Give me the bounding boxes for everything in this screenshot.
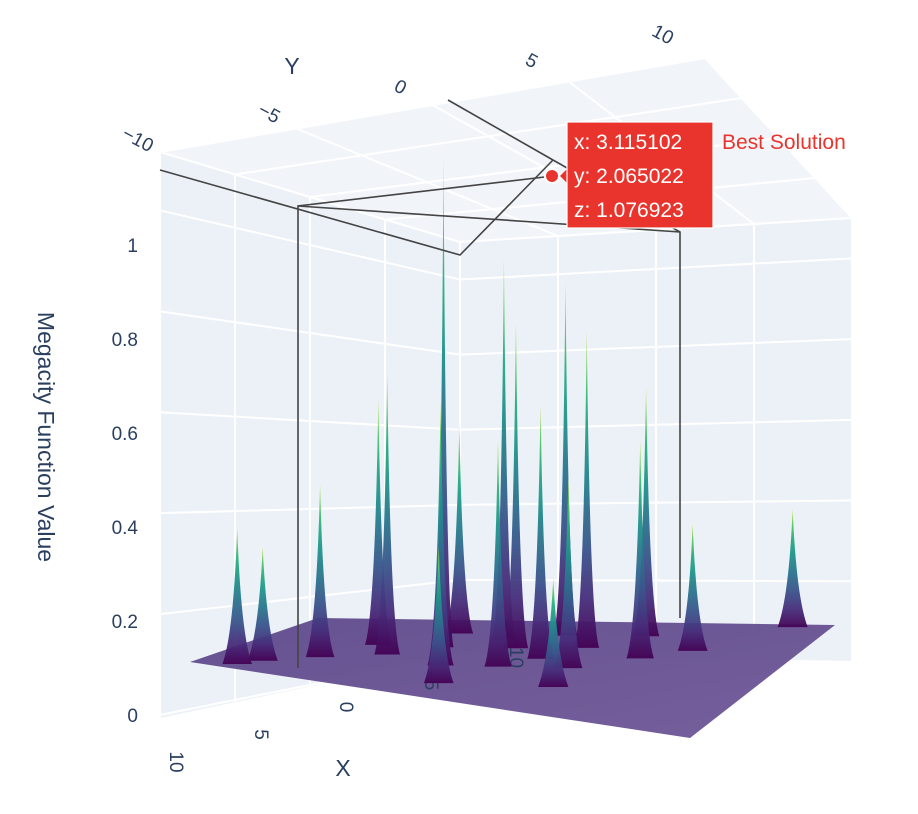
- surface-peak: [777, 508, 808, 628]
- z-tick-label: 0.2: [112, 612, 138, 633]
- surface-peak: [538, 577, 569, 687]
- surface-peak: [305, 484, 335, 658]
- surface-peak: [433, 156, 454, 648]
- surface-peak: [527, 404, 554, 659]
- surface-peak: [374, 372, 401, 655]
- z-tick-label: 0.4: [112, 518, 139, 539]
- surface-peak: [445, 424, 474, 634]
- surface-peaks: [222, 156, 808, 687]
- x-tick-label: 10: [165, 751, 186, 772]
- surface-peak: [222, 527, 252, 665]
- top-gridline-b: [704, 57, 853, 219]
- y-tick-label: 10: [648, 21, 677, 49]
- spike-back-top: [447, 99, 554, 161]
- y-tick-label: 5: [522, 50, 541, 74]
- surface-peak: [492, 257, 516, 640]
- y-tick-label: 0: [390, 76, 409, 100]
- hover-y-value: y: 2.065022: [574, 165, 684, 188]
- surface-peak: [427, 401, 454, 666]
- best-solution-hover: x: 3.115102 y: 2.065022 z: 1.076923 Best…: [560, 121, 846, 229]
- surface-peak: [626, 440, 654, 659]
- x-axis-title: X: [335, 755, 350, 781]
- y-axis-title: Y: [284, 53, 299, 79]
- surface-peak: [554, 477, 583, 669]
- hover-pointer: [560, 168, 568, 184]
- x-tick-label: 0: [335, 702, 356, 713]
- surface-peak: [632, 386, 660, 637]
- surface-peak: [677, 523, 708, 651]
- surface-peak: [553, 281, 578, 636]
- best-solution-marker[interactable]: [544, 168, 560, 184]
- surface-peak: [503, 320, 529, 649]
- surface-peak: [247, 547, 278, 661]
- z-axis-ticks: 0 0.2 0.4 0.6 0.8 1: [112, 236, 139, 727]
- z-tick-label: 1: [127, 236, 138, 257]
- y-tick-label: −10: [118, 123, 156, 157]
- z-tick-label: 0: [127, 706, 138, 727]
- z-tick-label: 0.6: [112, 424, 138, 445]
- z-tick-label: 0.8: [112, 330, 138, 351]
- z-axis-title: Megacity Function Value: [33, 312, 59, 562]
- hover-z-value: z: 1.076923: [574, 199, 684, 222]
- hover-box: [566, 121, 714, 229]
- surface-peak: [423, 546, 454, 684]
- surface-peak: [484, 439, 512, 667]
- y-tick-label: −5: [254, 100, 283, 129]
- surface-peak: [364, 399, 392, 645]
- hover-trace-name: Best Solution: [722, 131, 846, 154]
- surface-floor: [190, 618, 835, 738]
- spike-to-top: [159, 159, 554, 256]
- x-tick-label: 5: [250, 729, 271, 740]
- hover-x-value: x: 3.115102: [574, 131, 682, 154]
- surface-peak: [574, 329, 600, 648]
